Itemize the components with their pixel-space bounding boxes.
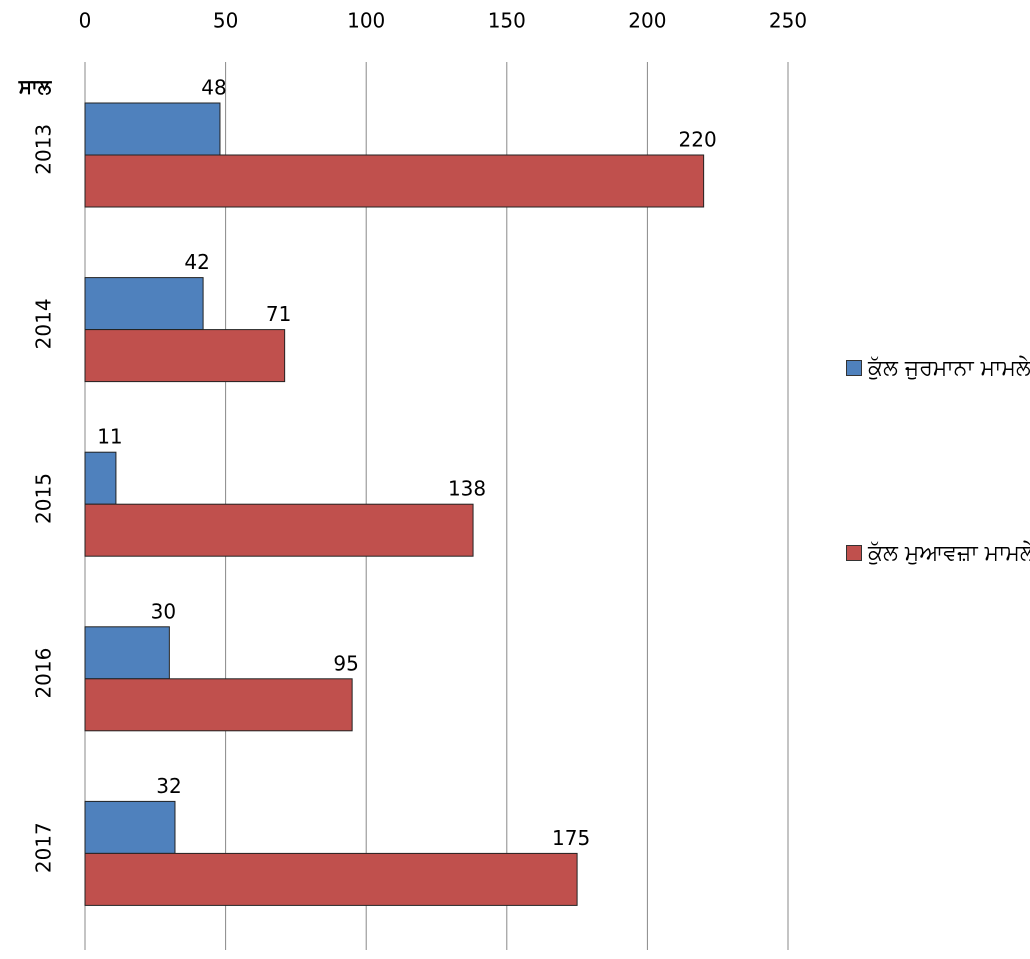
data-label: 138 — [448, 477, 486, 501]
x-tick-label: 200 — [628, 9, 666, 33]
legend-label: ਕੁੱਲ ਜੁਰਮਾਨਾ ਮਾਮਲੇ — [868, 356, 1030, 381]
legend-swatch — [846, 545, 862, 561]
data-label: 32 — [156, 774, 181, 798]
x-tick-label: 100 — [347, 9, 385, 33]
y-axis-label: ਸਾਲ — [18, 75, 53, 99]
legend-item: ਕੁੱਲ ਜੁਰਮਾਨਾ ਮਾਮਲੇ — [846, 340, 1030, 398]
y-tick-label: 2015 — [32, 473, 56, 524]
bar — [84, 800, 176, 854]
bar — [84, 852, 578, 906]
data-label: 175 — [552, 826, 590, 850]
x-tick-label: 0 — [79, 9, 92, 33]
y-tick-label: 2016 — [32, 648, 56, 699]
data-label: 42 — [184, 250, 209, 274]
y-tick-label: 2013 — [32, 124, 56, 175]
bar — [84, 277, 204, 331]
bar — [84, 451, 117, 505]
bar — [84, 503, 474, 557]
data-label: 48 — [201, 76, 226, 100]
bar — [84, 678, 353, 732]
y-tick-label: 2014 — [32, 298, 56, 349]
y-tick-label: 2017 — [32, 822, 56, 873]
data-label: 11 — [97, 425, 122, 449]
x-tick-label: 250 — [769, 9, 807, 33]
x-tick-label: 50 — [213, 9, 238, 33]
data-label: 220 — [679, 128, 717, 152]
bar — [84, 329, 286, 383]
bar — [84, 626, 170, 680]
bar — [84, 102, 221, 156]
x-tick-label: 150 — [488, 9, 526, 33]
legend-item: ਕੁੱਲ ਮੁਆਵਜ਼ਾ ਮਾਮਲੇ — [846, 525, 1030, 583]
legend-swatch — [846, 360, 862, 376]
data-label: 95 — [333, 651, 358, 675]
legend-label: ਕੁੱਲ ਮੁਆਵਜ਼ਾ ਮਾਮਲੇ — [868, 541, 1030, 566]
data-label: 71 — [266, 302, 291, 326]
bar — [84, 154, 705, 208]
data-label: 30 — [151, 599, 176, 623]
